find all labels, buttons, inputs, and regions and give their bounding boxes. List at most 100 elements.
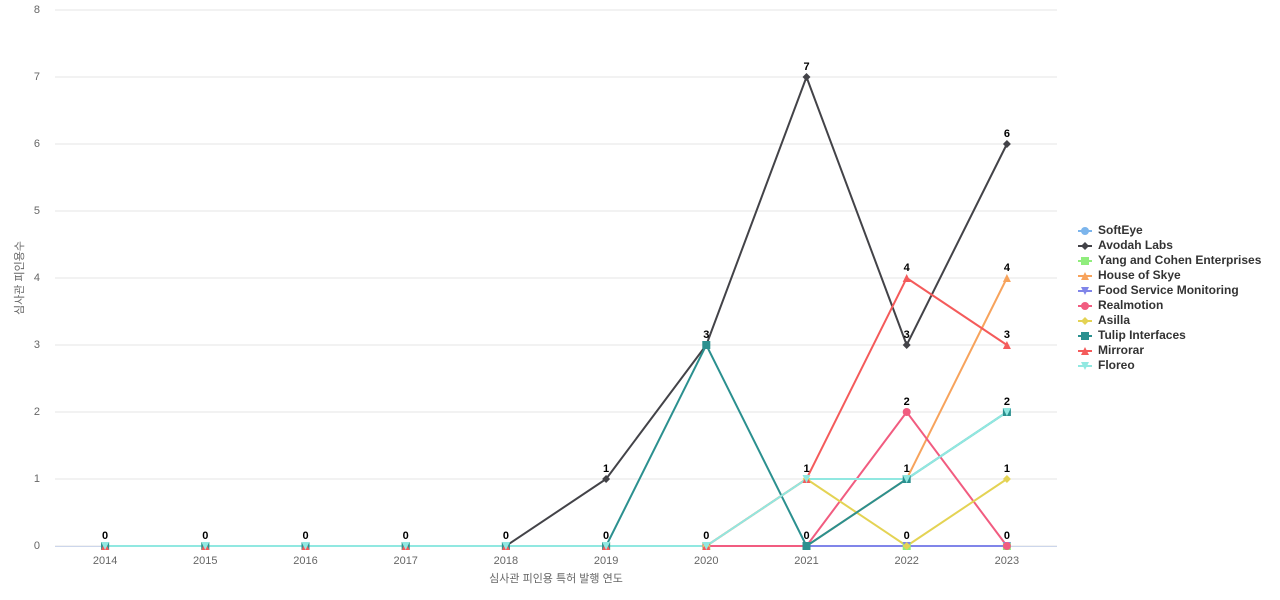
data-label: 2: [904, 396, 910, 408]
legend-label: Food Service Monitoring: [1098, 283, 1239, 297]
legend-item[interactable]: SoftEye: [1078, 223, 1143, 237]
data-point: [1002, 274, 1011, 282]
data-point: [802, 542, 811, 550]
x-tick-label: 2015: [193, 555, 217, 567]
y-tick-label: 3: [34, 339, 40, 351]
data-label: 0: [403, 530, 409, 542]
legend-item[interactable]: Yang and Cohen Enterprises: [1078, 253, 1262, 267]
data-point: [902, 475, 911, 483]
x-tick-label: 2016: [293, 555, 317, 567]
data-label: 0: [102, 530, 108, 542]
series-line: [105, 342, 1008, 548]
data-label: 0: [603, 530, 609, 542]
x-tick-label: 2017: [393, 555, 417, 567]
data-label: 7: [803, 61, 809, 73]
series-line: [105, 74, 1008, 547]
data-label: 0: [703, 530, 709, 542]
legend-item[interactable]: Tulip Interfaces: [1078, 328, 1186, 342]
legend-label: House of Skye: [1098, 268, 1181, 282]
legend-marker: [1081, 302, 1089, 310]
x-tick-label: 2022: [894, 555, 918, 567]
data-label: 2: [1004, 396, 1010, 408]
data-point: [902, 542, 911, 550]
legend-item[interactable]: Avodah Labs: [1078, 238, 1173, 252]
data-point: [301, 542, 310, 550]
data-label: 3: [1004, 329, 1010, 341]
data-label: 0: [904, 530, 910, 542]
legend-marker: [1081, 227, 1089, 235]
data-point: [1002, 542, 1011, 550]
x-tick-label: 2020: [694, 555, 718, 567]
legend-label: Realmotion: [1098, 298, 1163, 312]
legend-label: Tulip Interfaces: [1098, 328, 1186, 342]
data-point: [1002, 408, 1011, 416]
data-point: [1002, 140, 1011, 148]
data-label: 1: [603, 463, 609, 475]
y-tick-label: 5: [34, 205, 40, 217]
data-point: [702, 542, 711, 550]
data-point: [802, 475, 811, 483]
x-tick-label: 2019: [594, 555, 618, 567]
data-label: 0: [202, 530, 208, 542]
data-label: 0: [1004, 530, 1010, 542]
legend-item[interactable]: Realmotion: [1078, 298, 1163, 312]
y-tick-label: 8: [34, 4, 40, 16]
data-label: 6: [1004, 128, 1010, 140]
data-label: 1: [904, 463, 910, 475]
y-tick-label: 6: [34, 138, 40, 150]
data-label: 0: [803, 530, 809, 542]
y-tick-label: 2: [34, 406, 40, 418]
data-point: [1002, 341, 1011, 349]
legend-item[interactable]: Mirrorar: [1078, 343, 1144, 357]
data-point: [602, 475, 611, 483]
legend-label: Asilla: [1098, 313, 1130, 327]
series-line: [105, 411, 1008, 547]
data-label: 1: [803, 463, 809, 475]
data-point: [802, 73, 811, 81]
legend-marker: [1081, 347, 1089, 355]
legend-marker: [1081, 272, 1089, 280]
data-label: 3: [703, 329, 709, 341]
x-tick-label: 2021: [794, 555, 818, 567]
data-label: 4: [1004, 262, 1011, 274]
legend-marker: [1081, 332, 1089, 340]
x-tick-label: 2018: [494, 555, 518, 567]
legend-label: Mirrorar: [1098, 343, 1144, 357]
legend-marker: [1081, 242, 1089, 250]
legend-item[interactable]: House of Skye: [1078, 268, 1181, 282]
y-tick-label: 0: [34, 540, 40, 552]
x-axis-title: 심사관 피인용 특허 발행 연도: [489, 572, 623, 585]
legend-label: Floreo: [1098, 358, 1135, 372]
y-tick-label: 4: [34, 272, 40, 284]
data-point: [1002, 475, 1011, 483]
data-label: 4: [904, 262, 911, 274]
legend-item[interactable]: Floreo: [1078, 358, 1135, 372]
legend-item[interactable]: Asilla: [1078, 313, 1130, 327]
data-point: [902, 341, 911, 349]
data-point: [401, 542, 410, 550]
data-label: 3: [904, 329, 910, 341]
legend-label: Yang and Cohen Enterprises: [1098, 253, 1262, 267]
y-axis-title: 심사관 피인용수: [13, 241, 26, 315]
x-tick-label: 2014: [93, 555, 117, 567]
y-tick-label: 1: [34, 473, 40, 485]
y-tick-label: 7: [34, 71, 40, 83]
data-point: [902, 408, 911, 416]
data-label: 0: [302, 530, 308, 542]
legend-marker: [1081, 317, 1089, 325]
legend-marker: [1081, 287, 1089, 295]
legend-label: SoftEye: [1098, 223, 1143, 237]
data-point: [702, 341, 711, 349]
x-tick-label: 2023: [995, 555, 1019, 567]
data-label: 1: [1004, 463, 1010, 475]
legend-label: Avodah Labs: [1098, 238, 1173, 252]
data-point: [902, 274, 911, 282]
data-label: 0: [503, 530, 509, 542]
legend-marker: [1081, 362, 1089, 370]
legend-marker: [1081, 257, 1089, 265]
data-point: [101, 542, 110, 550]
data-point: [602, 542, 611, 550]
data-point: [501, 542, 510, 550]
legend-item[interactable]: Food Service Monitoring: [1078, 283, 1239, 297]
